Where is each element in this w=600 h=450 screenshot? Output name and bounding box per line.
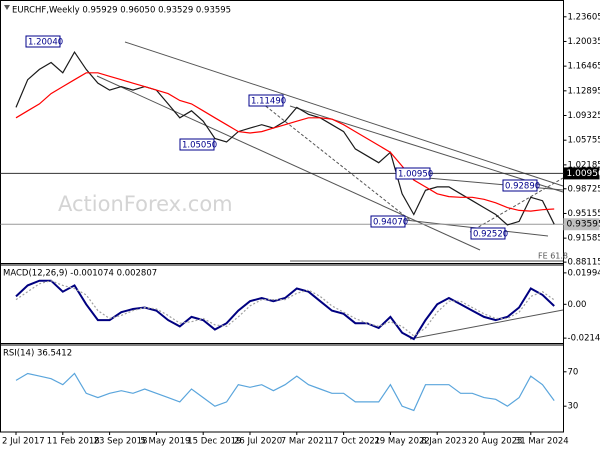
title-bg xyxy=(2,347,82,359)
x-tick-label: 2 Jul 2017 xyxy=(2,437,45,447)
level-label: 0.93595 xyxy=(567,220,600,230)
level-label: 1.00950 xyxy=(567,169,600,179)
x-tick-label: 23 Sep 2018 xyxy=(94,437,148,447)
title-bg xyxy=(2,267,170,279)
y-tick-label: 0.88115 xyxy=(568,258,600,268)
price-label: 0.92890 xyxy=(505,182,540,192)
price-label: 0.94070 xyxy=(373,218,408,228)
dashed-line xyxy=(257,99,411,221)
y-tick-label: 0.00 xyxy=(568,300,587,310)
x-tick-label: 5 May 2019 xyxy=(140,437,190,447)
price-label: 1.20040 xyxy=(28,38,63,48)
price-label-box xyxy=(25,35,61,48)
x-tick-label: 15 Dec 2019 xyxy=(187,437,241,447)
watermark: ActionForex.com xyxy=(58,192,233,216)
y-tick-label: 0.019943 xyxy=(568,268,600,278)
series-line xyxy=(15,372,555,412)
price-label-box xyxy=(470,227,506,240)
series-line xyxy=(15,50,555,226)
series-line xyxy=(15,280,555,337)
dashed-line xyxy=(469,177,564,233)
price-label: 1.05050 xyxy=(182,141,217,151)
y-tick-label: 1.23605 xyxy=(568,12,600,22)
y-tick-label: 0.91585 xyxy=(568,234,600,244)
y-tick-label: 1.20035 xyxy=(568,37,600,47)
price-label-box xyxy=(370,215,406,228)
x-tick-label: 29 May 2022 xyxy=(374,437,429,447)
price-label-box xyxy=(395,167,431,180)
channel-line xyxy=(124,41,564,187)
y-tick-label: 1.12895 xyxy=(568,86,600,96)
x-tick-label: 17 Oct 2021 xyxy=(328,437,381,447)
title-icon xyxy=(4,5,10,10)
series-line xyxy=(15,72,555,212)
level-box xyxy=(563,218,600,231)
x-tick-label: 7 Mar 2021 xyxy=(281,437,329,447)
panel-title: RSI(14) 36.5412 xyxy=(3,349,72,359)
title-bg xyxy=(2,4,238,16)
price-label-box xyxy=(502,179,538,192)
level-box xyxy=(563,167,600,180)
panel-frame xyxy=(0,343,564,433)
y-tick-label: 1.09325 xyxy=(568,111,600,121)
price-label: 0.92520 xyxy=(473,230,508,240)
panel-title: EURCHF,Weekly 0.95929 0.96050 0.93529 0.… xyxy=(12,6,231,16)
y-tick-label: 70 xyxy=(568,367,579,377)
price-label-box xyxy=(179,138,215,151)
x-tick-label: 20 Aug 2023 xyxy=(468,437,522,447)
x-tick-label: 31 Mar 2024 xyxy=(515,437,569,447)
macd-trend-line xyxy=(409,309,564,340)
y-tick-label: 1.02185 xyxy=(568,160,600,170)
x-tick-label: 8 Jan 2023 xyxy=(421,437,467,447)
y-tick-label: -0.021434 xyxy=(568,334,600,344)
y-tick-label: 1.16465 xyxy=(568,62,600,72)
series-line xyxy=(15,279,555,341)
panel-title: MACD(12,26,9) -0.001074 0.002807 xyxy=(3,269,157,279)
y-tick-label: 30 xyxy=(568,402,579,412)
y-tick-label: 0.98725 xyxy=(568,184,600,194)
price-label: 1.11490 xyxy=(251,97,286,107)
fe-label: FE 61.8 xyxy=(538,252,568,261)
x-tick-label: 11 Feb 2018 xyxy=(47,437,100,447)
price-label-box xyxy=(248,94,284,107)
panel-frame xyxy=(0,0,564,266)
price-label: 1.00950 xyxy=(398,170,433,180)
y-tick-label: 0.95155 xyxy=(568,209,600,219)
y-tick-label: 1.05755 xyxy=(568,136,600,146)
x-tick-label: 26 Jul 2020 xyxy=(234,437,282,447)
